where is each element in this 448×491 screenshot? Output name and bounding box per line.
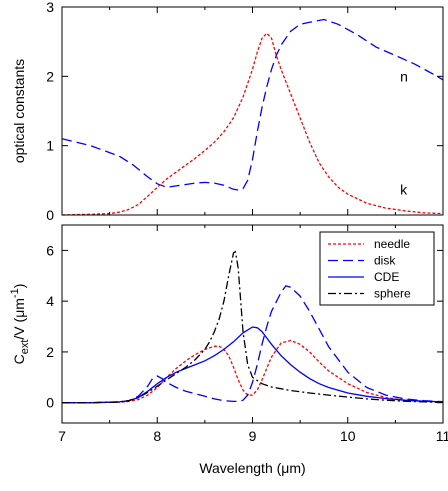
legend-label-needle: needle <box>374 237 410 251</box>
x-tick-label: 9 <box>249 428 257 444</box>
series-line-n <box>61 18 444 191</box>
annotation-n: n <box>400 68 408 84</box>
x-tick-label: 8 <box>153 428 161 444</box>
y-axis-label-part: -1 <box>9 288 21 298</box>
top-panel: 0 1 2 3 n k optical constants <box>11 0 444 223</box>
x-tick-label: 7 <box>58 428 66 444</box>
series-line-sphere <box>62 250 444 404</box>
legend-label-disk: disk <box>374 254 396 268</box>
x-axis-label: Wavelength (μm) <box>199 460 305 476</box>
y-tick-label: 6 <box>46 242 54 258</box>
y-axis-label-part: ext <box>19 340 31 355</box>
y-axis-label: Cext/V (μm-1) <box>9 284 31 365</box>
series-line-needle <box>62 339 444 404</box>
annotation-k: k <box>400 181 408 197</box>
legend-label-CDE: CDE <box>374 270 399 284</box>
y-tick-label: 4 <box>46 293 54 309</box>
y-tick-label: 1 <box>46 138 54 154</box>
y-tick-label: 0 <box>46 395 54 411</box>
y-axis-label-part: C <box>11 354 27 364</box>
y-tick-label: 0 <box>46 207 54 223</box>
y-tick-label: 2 <box>46 344 54 360</box>
series-line-disk <box>62 285 444 404</box>
y-axis-label-part: ) <box>11 284 27 289</box>
series-line-k <box>61 32 444 216</box>
x-tick-label: 11 <box>436 428 448 444</box>
y-tick-label: 3 <box>46 0 54 15</box>
y-axis-label-part: /V (μm <box>11 298 27 340</box>
y-axis-label: optical constants <box>11 59 27 163</box>
series-line-CDE <box>62 326 444 404</box>
bottom-panel: 7 8 9 10 11 0 2 4 6 Cext/V (μm-1) Wavelength (μm) n… <box>9 224 448 476</box>
legend-label-sphere: sphere <box>374 287 411 301</box>
y-tick-label: 2 <box>46 68 54 84</box>
x-tick-label: 10 <box>340 428 356 444</box>
plot-frame <box>61 6 444 216</box>
